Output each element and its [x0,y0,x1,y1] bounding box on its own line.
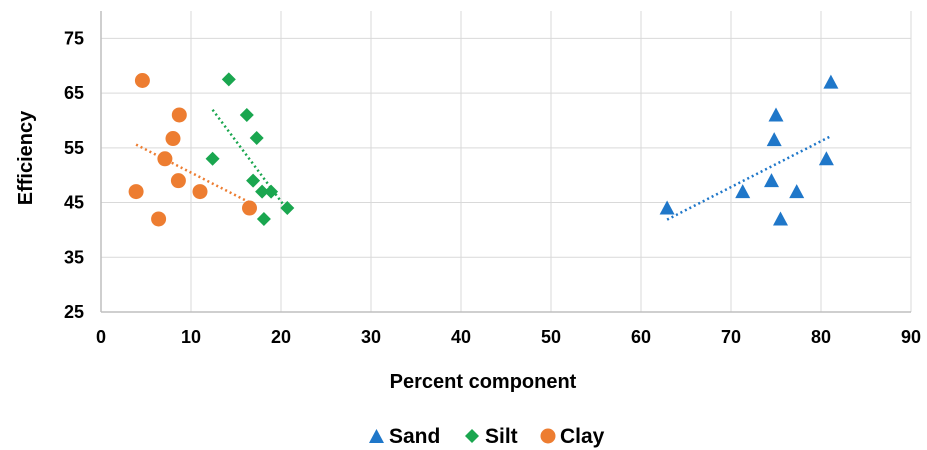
legend: Sand Silt Clay [369,425,605,448]
trendline-sand [666,135,832,221]
y-tick-label: 65 [64,83,84,103]
data-point-silt [280,201,295,216]
trendline-silt [211,108,289,211]
legend-item-sand[interactable]: Sand [369,425,440,448]
data-point-clay [151,211,167,227]
data-point-silt [255,184,270,199]
x-tick-label: 60 [631,327,651,347]
data-point-sand [659,200,675,215]
gridlines [101,11,912,312]
x-tick-label: 20 [271,327,291,347]
y-tick-label: 75 [64,28,84,48]
x-tick-label: 70 [721,327,741,347]
data-point-silt [256,211,271,226]
data-point-sand [818,151,834,166]
triangle-marker-icon [369,429,384,443]
y-tick-label: 35 [64,247,84,267]
y-tick-label: 55 [64,138,84,158]
axes [100,11,911,313]
y-tick-label: 45 [64,193,84,213]
data-point-clay [128,184,144,200]
y-tick-label: 25 [64,302,84,322]
x-tick-label: 50 [541,327,561,347]
x-axis-title: Percent component [390,371,577,393]
data-point-clay [242,200,257,216]
data-point-silt [264,184,279,199]
data-point-clay [170,173,186,189]
data-point-sand [789,184,805,199]
data-point-sand [735,184,751,199]
data-point-silt [249,130,264,145]
x-tick-label: 90 [901,327,921,347]
tick-labels: 0 10 20 30 40 50 60 70 80 90 25 35 45 55 65 75 [64,28,921,347]
data-point-clay [192,184,208,200]
legend-item-clay[interactable]: Clay [540,425,605,448]
legend-label-clay: Clay [560,425,605,448]
circle-marker-icon [540,428,556,444]
data-point-sand [764,173,779,188]
data-point-silt [221,72,236,87]
data-point-sand [768,107,784,122]
trendlines [135,108,832,221]
data-point-silt [239,107,254,122]
data-point-clay [171,107,187,123]
legend-label-silt: Silt [485,425,518,448]
data-point-clay [157,151,173,167]
data-point-silt [205,151,220,166]
diamond-marker-icon [465,429,479,443]
data-point-clay [165,131,181,147]
y-axis-title: Efficiency [15,110,37,205]
data-point-sand [773,211,788,226]
x-tick-label: 40 [451,327,471,347]
data-point-sand [766,132,782,147]
data-point-clay [134,73,150,89]
trendline-clay [135,143,251,204]
x-tick-label: 10 [181,327,201,347]
legend-label-sand: Sand [389,425,440,448]
x-tick-label: 80 [811,327,831,347]
x-tick-label: 0 [96,327,106,347]
data-point-silt [246,173,261,188]
data-points [128,72,839,227]
x-tick-label: 30 [361,327,381,347]
data-point-sand [823,74,839,89]
legend-item-silt[interactable]: Silt [465,425,518,448]
